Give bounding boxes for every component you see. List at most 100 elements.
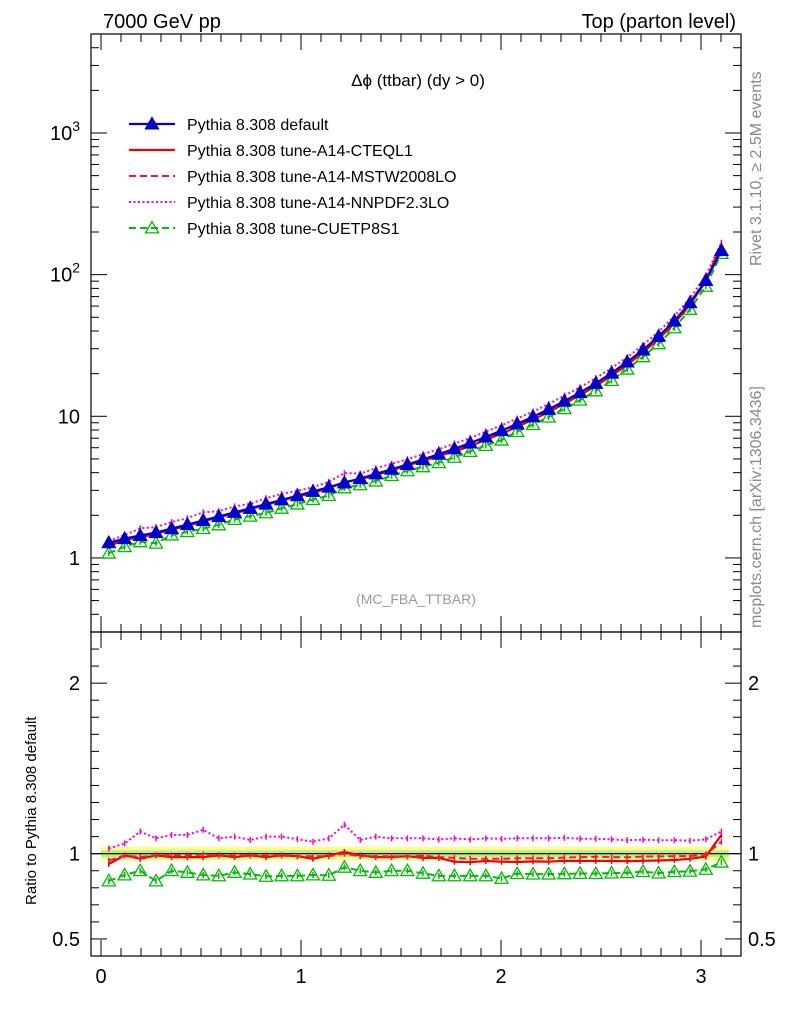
main-series-4-point [273, 500, 290, 514]
legend: Pythia 8.308 default Pythia 8.308 tune-A1… [129, 116, 456, 238]
main-ytick-label: 103 [50, 118, 80, 145]
ratio-series-3-point [399, 862, 416, 877]
ratio-series-3-point [478, 868, 494, 882]
ratio-series-3-point [525, 866, 541, 880]
ratio-series-3-point [682, 863, 698, 877]
ratio-series-3-point [195, 867, 211, 881]
main-series-0-point [556, 393, 573, 407]
ratio-series-3-point [368, 864, 384, 878]
main-series-0-point [493, 422, 510, 437]
main-series-3-line [108, 242, 723, 542]
ratio-series-3-point [431, 868, 447, 882]
main-series-0-point [132, 527, 148, 542]
ratio-xtick-label: 3 [695, 966, 706, 988]
ratio-series-3-point [321, 867, 337, 881]
main-series-0-point [195, 512, 211, 526]
main-series-0-point [336, 475, 353, 489]
main-series-4-point [352, 477, 368, 491]
main-series-4-point [478, 437, 494, 452]
header-left: 7000 GeV pp [103, 11, 221, 33]
main-series-4-point [211, 517, 227, 531]
ratio-series-3-point [132, 862, 148, 877]
ratio-series-3-point [650, 865, 667, 879]
ratio-series-3-point [352, 862, 368, 877]
main-series-0-point [148, 524, 164, 539]
ratio-series-3-point [446, 868, 463, 882]
ratio-xtick-label: 2 [495, 966, 506, 988]
ratio-plot-frame [90, 631, 742, 957]
main-series-0-point [163, 520, 180, 535]
ratio-series-3-point [305, 867, 321, 881]
main-series-4-point [603, 372, 620, 387]
ratio-ytick-label-right: 1 [748, 844, 759, 866]
main-series-4-point [493, 432, 510, 446]
main-series-0-point [258, 496, 274, 510]
ratio-ytick-label: 1 [69, 844, 80, 866]
main-series-0-point [368, 466, 384, 480]
ratio-series-3-point [101, 873, 117, 887]
main-series-4-point [525, 416, 541, 431]
main-series-0-point [603, 365, 620, 379]
main-series-0-point [666, 313, 683, 327]
ratio-series-3-point [462, 868, 478, 882]
main-series-0-point [462, 435, 478, 449]
main-series-0-point [273, 492, 290, 506]
ratio-series-3-point [289, 868, 306, 882]
main-series-0-line [108, 249, 723, 544]
mcplots-label: mcplots.cern.ch [arXiv:1306.3436] [748, 386, 765, 628]
main-series-4-point [226, 511, 243, 525]
main-series-0-point [698, 272, 714, 286]
main-series-0-point [116, 530, 133, 545]
main-series-0-point [682, 294, 698, 309]
ratio-ytick-label-right: 0.5 [748, 929, 776, 951]
main-series-0-point [446, 440, 463, 455]
ratio-series-0-line [108, 834, 723, 865]
ratio-series-3-point [713, 854, 730, 868]
ratio-ytick-label-right: 2 [748, 673, 759, 695]
legend-marker-4 [144, 220, 160, 234]
ratio-series-3-point [666, 863, 683, 878]
main-series-0-point [635, 342, 651, 356]
ratio-series-3-point [273, 868, 290, 882]
ratio-series-3-line [108, 861, 722, 883]
ratio-series-3-point [572, 865, 588, 879]
main-series-4-point [556, 400, 573, 415]
main-series-4-point [383, 467, 400, 482]
ratio-series-3-point [383, 862, 400, 877]
main-series-4-point [540, 409, 557, 423]
ratio-ytick-label: 0.5 [52, 929, 80, 951]
main-series-4-point [321, 487, 337, 502]
legend-marker-0 [144, 116, 160, 130]
main-series-0-point [211, 508, 227, 523]
main-series-4-point [163, 527, 180, 541]
main-series-0-point [415, 451, 431, 465]
main-series-4-point [462, 443, 478, 458]
legend-label-4: Pythia 8.308 tune-CUETP8S1 [187, 221, 400, 238]
ratio-series-1-line [108, 840, 723, 862]
rivet-label: Rivet 3.1.10, ≥ 2.5M events [748, 71, 765, 266]
main-series-4-point [415, 458, 431, 473]
legend-label-3: Pythia 8.308 tune-A14-NNPDF2.3LO [187, 195, 449, 212]
ratio-series-3-point [415, 865, 431, 879]
ratio-series-3-point [179, 864, 196, 878]
main-series-4-point [368, 473, 384, 487]
main-series-4-point [431, 454, 447, 469]
main-series-0-point [478, 429, 494, 443]
main-series-4-point [242, 508, 258, 522]
ratio-series-3-point [603, 865, 620, 879]
main-series-0-point [619, 354, 635, 368]
main-series-0-point [179, 516, 196, 531]
main-series-0-point [713, 242, 730, 257]
analysis-label: (MC_FBA_TTBAR) [356, 591, 476, 607]
main-series-0-point [321, 479, 337, 493]
main-series-4-point [588, 383, 604, 397]
ratio-series-3-point [226, 864, 243, 878]
header-right: Top (parton level) [581, 11, 736, 33]
main-series-4-point [258, 505, 274, 519]
main-series-4-point [148, 535, 164, 549]
main-series-0-point [383, 461, 400, 475]
ratio-plot-panel: 0 1 2 3 0.5 0.5 1 1 2 2 [52, 631, 776, 988]
main-series-4-line [108, 253, 723, 555]
ratio-series-3-point [493, 870, 510, 884]
